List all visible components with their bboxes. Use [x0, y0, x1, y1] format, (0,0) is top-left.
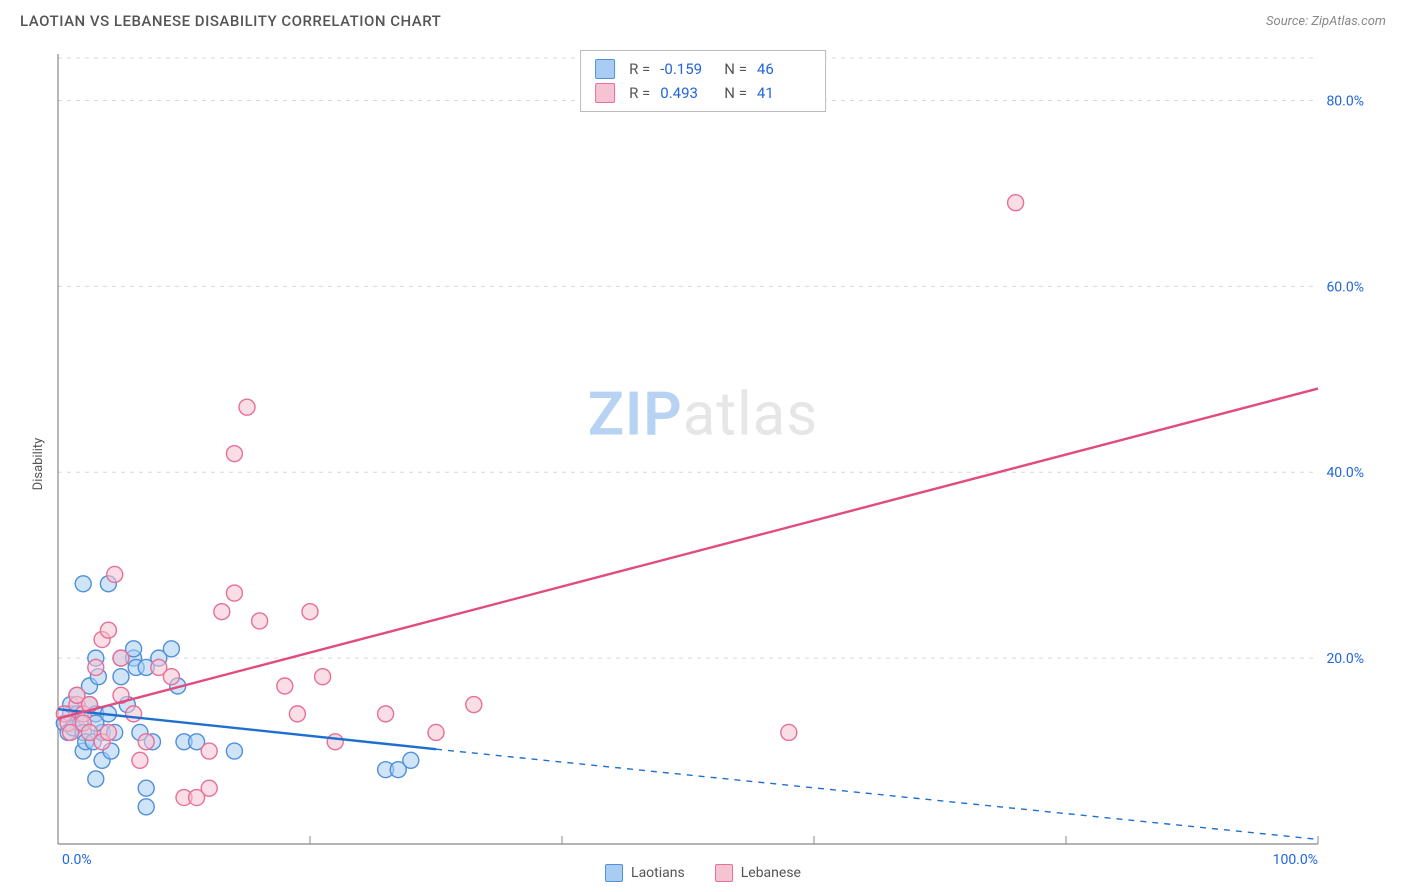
n-value: 46	[757, 60, 811, 78]
svg-text:20.0%: 20.0%	[1326, 651, 1364, 667]
legend-item-laotians: Laotians	[605, 864, 685, 882]
svg-text:100.0%: 100.0%	[1273, 852, 1318, 868]
r-label: R =	[629, 84, 650, 102]
n-value: 41	[757, 84, 811, 102]
stats-legend: R = -0.159 N = 46 R = 0.493 N = 41	[580, 50, 826, 112]
swatch-icon	[605, 864, 623, 882]
swatch-icon	[715, 864, 733, 882]
svg-text:80.0%: 80.0%	[1326, 93, 1364, 109]
swatch-icon	[595, 83, 615, 103]
svg-text:0.0%: 0.0%	[62, 852, 92, 868]
swatch-icon	[595, 59, 615, 79]
r-value: -0.159	[660, 60, 714, 78]
legend-label: Lebanese	[741, 865, 801, 881]
legend-label: Laotians	[631, 865, 685, 881]
stats-row: R = 0.493 N = 41	[595, 81, 811, 105]
y-axis-label: Disability	[31, 438, 46, 491]
chart-title: LAOTIAN VS LEBANESE DISABILITY CORRELATI…	[20, 12, 441, 30]
legend-item-lebanese: Lebanese	[715, 864, 801, 882]
stats-row: R = -0.159 N = 46	[595, 57, 811, 81]
chart-area: Disability 20.0% 40.0% 60.0% 80.0% 0.0% 100.0…	[18, 44, 1388, 884]
svg-text:40.0%: 40.0%	[1326, 465, 1364, 481]
scatter-chart: 20.0% 40.0% 60.0% 80.0% 0.0% 100.0%	[18, 44, 1388, 884]
n-label: N =	[724, 60, 747, 78]
source-label: Source: ZipAtlas.com	[1266, 14, 1386, 29]
n-label: N =	[724, 84, 747, 102]
svg-text:60.0%: 60.0%	[1326, 279, 1364, 295]
bottom-legend: Laotians Lebanese	[605, 864, 801, 882]
r-label: R =	[629, 60, 650, 78]
r-value: 0.493	[660, 84, 714, 102]
